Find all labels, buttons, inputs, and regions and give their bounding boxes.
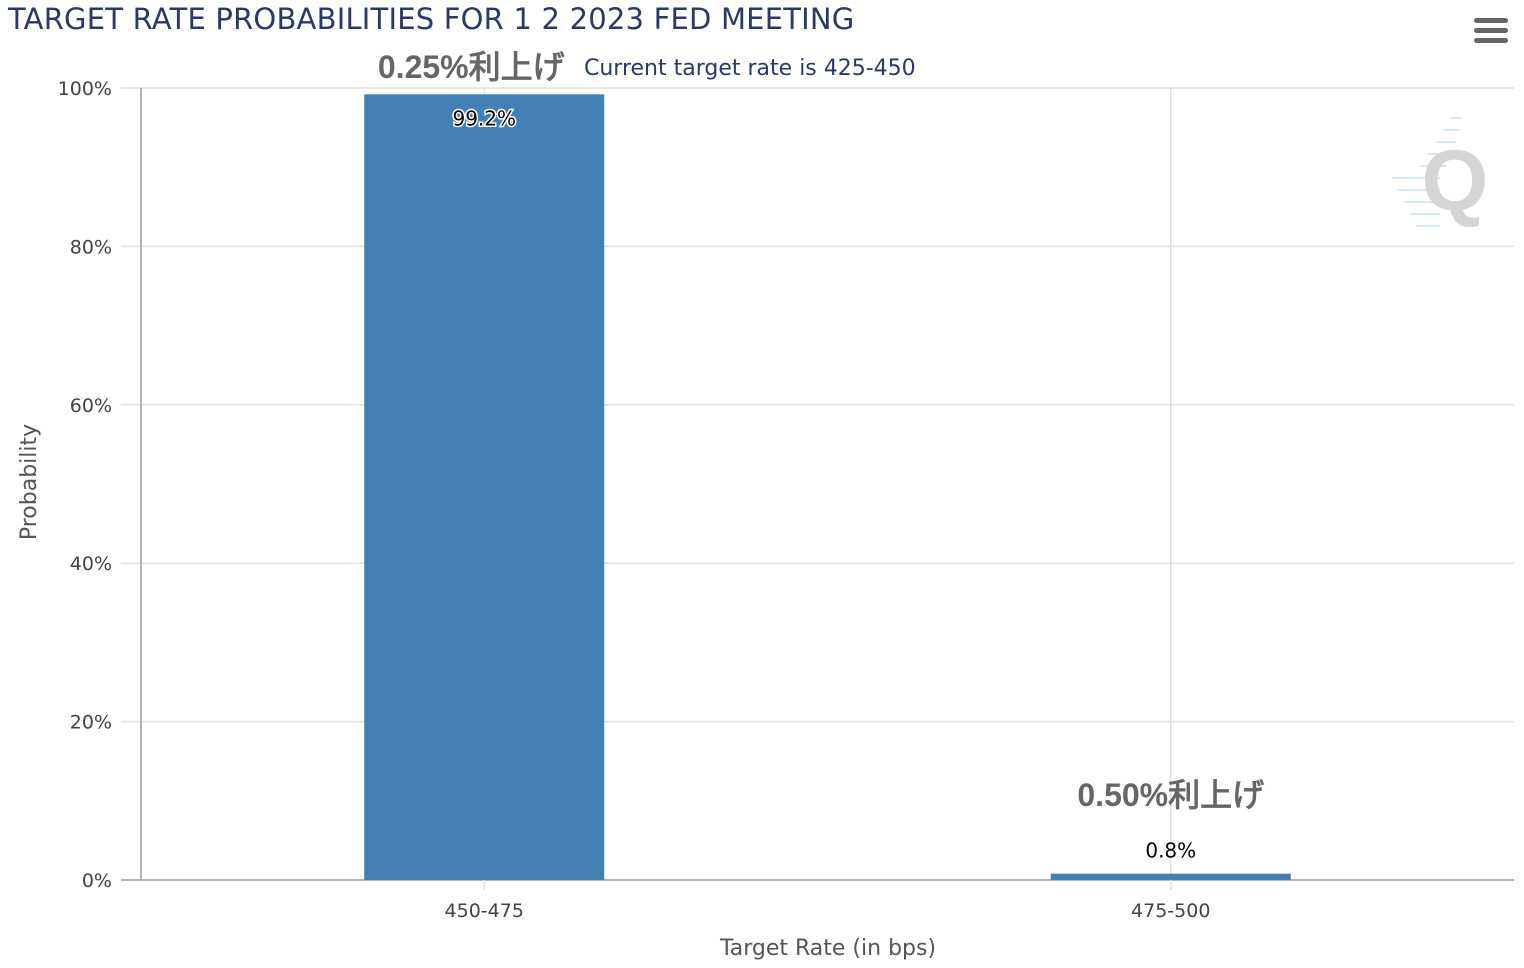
y-tick-label: 20% xyxy=(70,712,112,734)
chart-subtitle: Current target rate is 425-450 xyxy=(584,56,916,81)
svg-text:Q: Q xyxy=(1422,133,1489,229)
x-axis-title: Target Rate (in bps) xyxy=(719,936,936,961)
x-tick-label: 450-475 xyxy=(445,900,524,922)
y-axis-title: Probability xyxy=(17,424,42,540)
y-tick-label: 40% xyxy=(70,553,112,575)
y-tick-label: 80% xyxy=(70,236,112,258)
x-tick-label: 475-500 xyxy=(1131,900,1210,922)
grid-layer xyxy=(121,87,1514,890)
y-tick-label: 60% xyxy=(70,395,112,417)
bars-layer xyxy=(364,94,1291,880)
labels-layer: 0% 20% 40% 60% 80% 100% 99.2% 450-475 0.8% 475-50… xyxy=(17,49,1264,961)
annotation-label: 0.25%利上げ xyxy=(378,49,565,85)
hamburger-menu-icon[interactable] xyxy=(1474,18,1508,48)
bar-475-500 xyxy=(1050,873,1291,880)
annotation-label: 0.50%利上げ xyxy=(1077,777,1264,813)
y-tick-label: 100% xyxy=(58,78,112,100)
bar-450-475 xyxy=(364,94,605,880)
y-tick-label: 0% xyxy=(82,870,112,892)
chart-title: TARGET RATE PROBABILITIES FOR 1 2 2023 F… xyxy=(8,2,855,36)
data-label: 99.2% xyxy=(452,106,516,130)
data-label: 0.8% xyxy=(1145,839,1196,863)
q-logo-icon: Q xyxy=(1392,117,1489,229)
